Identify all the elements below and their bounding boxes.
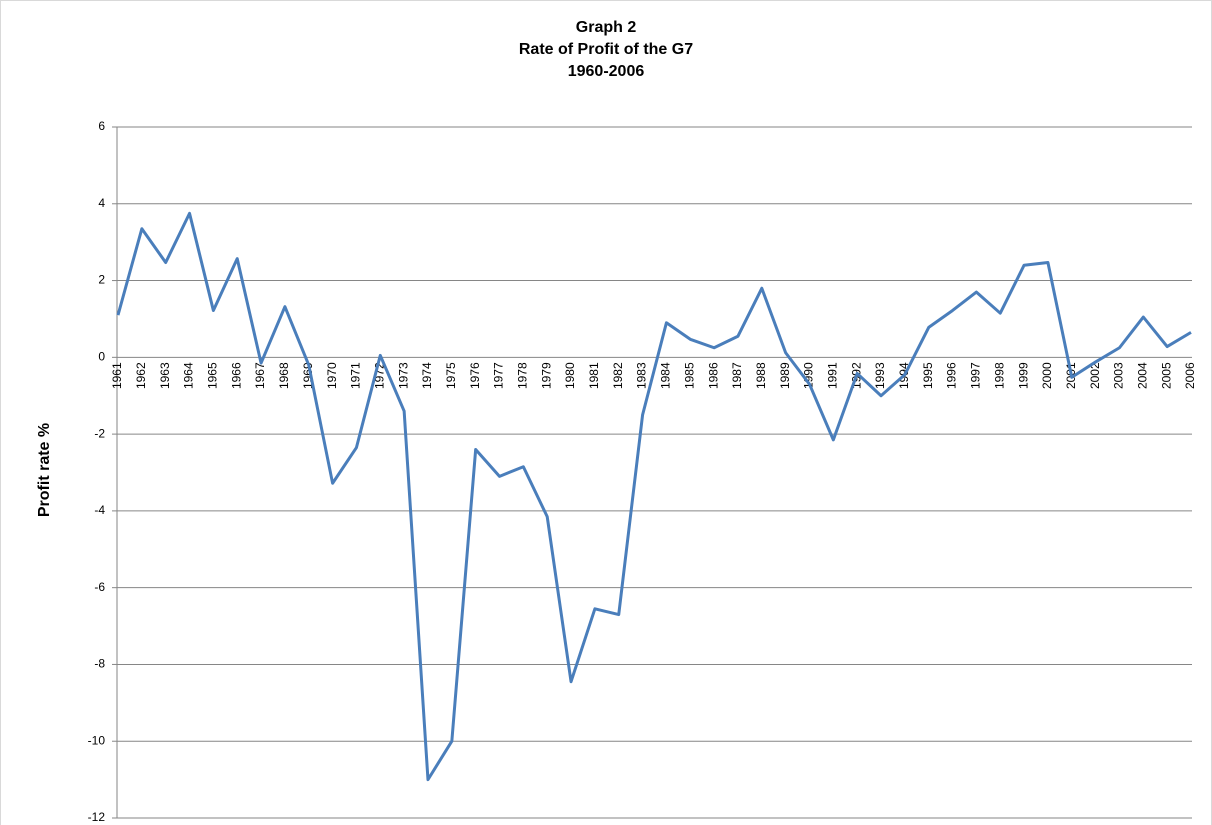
x-tick-label: 2004	[1135, 362, 1149, 389]
x-tick-label: 1964	[182, 362, 196, 389]
y-tick-label: -2	[94, 426, 105, 440]
y-tick-label: 2	[98, 273, 105, 287]
x-tick-label: 1995	[921, 362, 935, 389]
x-tick-label: 1973	[396, 362, 410, 389]
chart-title: 1960-2006	[568, 63, 645, 80]
x-tick-label: 2005	[1159, 362, 1173, 389]
x-tick-label: 1963	[158, 362, 172, 389]
x-tick-label: 1962	[134, 362, 148, 389]
x-tick-label: 1976	[468, 362, 482, 389]
x-tick-label: 1965	[206, 362, 220, 389]
y-tick-label: -10	[88, 733, 106, 747]
x-tick-label: 1975	[444, 362, 458, 389]
x-tick-label: 1988	[754, 362, 768, 389]
x-tick-label: 1991	[826, 362, 840, 389]
x-tick-label: 1977	[492, 362, 506, 389]
x-tick-label: 1998	[992, 362, 1006, 389]
x-tick-label: 2000	[1040, 362, 1054, 389]
x-tick-label: 1996	[945, 362, 959, 389]
x-tick-label: 1983	[635, 362, 649, 389]
x-tick-label: 1979	[539, 362, 553, 389]
y-tick-label: -6	[94, 580, 105, 594]
y-tick-label: -12	[88, 810, 106, 824]
y-tick-label: -8	[94, 657, 105, 671]
chart-title: Rate of Profit of the G7	[519, 41, 693, 58]
y-tick-label: 0	[98, 350, 105, 364]
x-tick-label: 1999	[1016, 362, 1030, 389]
line-series	[116, 211, 1192, 782]
x-tick-label: 1966	[229, 362, 243, 389]
x-tick-label: 1982	[611, 362, 625, 389]
chart-title: Graph 2	[576, 19, 637, 36]
x-tick-label: 1984	[659, 362, 673, 389]
x-tick-label: 1968	[277, 362, 291, 389]
x-tick-label: 1970	[325, 362, 339, 389]
x-tick-label: 1997	[969, 362, 983, 389]
x-tick-label: 1989	[778, 362, 792, 389]
x-tick-label: 1981	[587, 362, 601, 389]
x-tick-label: 1985	[682, 362, 696, 389]
x-tick-label: 1978	[516, 362, 530, 389]
x-tick-label: 1974	[420, 362, 434, 389]
y-tick-label: -4	[94, 503, 105, 517]
x-tick-label: 1967	[253, 362, 267, 389]
x-tick-label: 1961	[110, 362, 124, 389]
x-tick-label: 1986	[706, 362, 720, 389]
x-tick-label: 2003	[1112, 362, 1126, 389]
x-tick-label: 1990	[802, 362, 816, 389]
y-axis-label: Profit rate %	[36, 423, 53, 517]
x-tick-label: 1987	[730, 362, 744, 389]
x-tick-label: 2006	[1183, 362, 1197, 389]
x-tick-label: 1971	[349, 362, 363, 389]
x-tick-label: 1980	[563, 362, 577, 389]
x-tick-label: 2002	[1088, 362, 1102, 389]
y-tick-label: 6	[98, 119, 105, 133]
x-tick-label: 1993	[873, 362, 887, 389]
y-tick-label: 4	[98, 196, 105, 210]
